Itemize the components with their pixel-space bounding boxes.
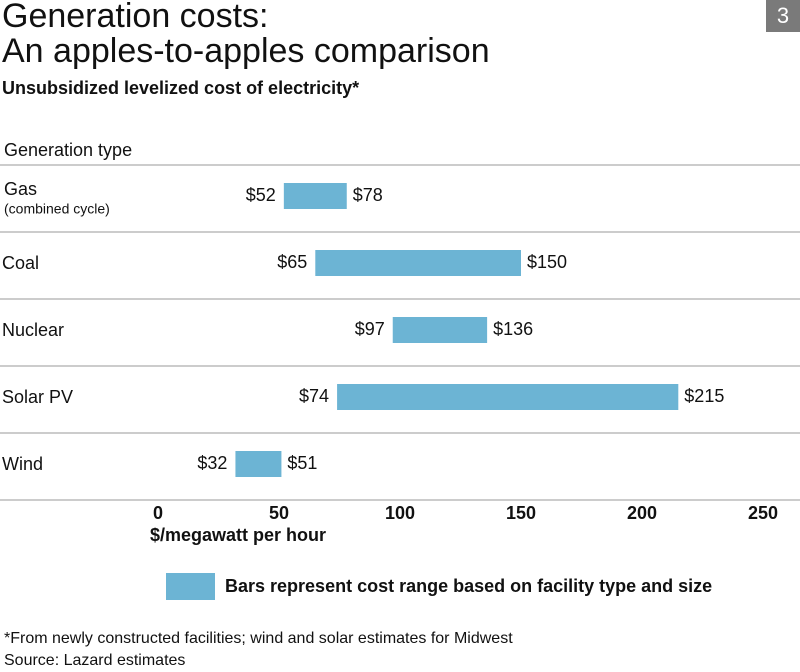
x-tick-label: 250 [748, 503, 778, 523]
badge: 3 [777, 3, 789, 28]
bar [235, 451, 282, 477]
chart-title: Generation costs: [2, 0, 268, 35]
legend-label: Bars represent cost range based on facil… [225, 576, 712, 596]
category-label: Gas [4, 179, 37, 199]
value-label: $78 [353, 185, 383, 205]
x-tick-label: 150 [506, 503, 536, 523]
x-tick-label: 200 [627, 503, 657, 523]
category-label: Solar PV [2, 387, 73, 407]
bar [283, 183, 347, 209]
category-axis-label: Generation type [4, 140, 132, 160]
value-label: $97 [355, 319, 385, 339]
x-tick-label: 0 [153, 503, 163, 523]
value-label: $136 [493, 319, 533, 339]
x-tick-label: 100 [385, 503, 415, 523]
value-label: $65 [277, 252, 307, 272]
bar [337, 384, 679, 410]
value-label: $51 [287, 453, 317, 473]
badge-box [766, 0, 800, 32]
category-note: (combined cycle) [4, 201, 110, 217]
x-axis-label: $/megawatt per hour [150, 525, 326, 545]
value-label: $215 [684, 386, 724, 406]
chart-subtitle: Unsubsidized levelized cost of electrici… [2, 78, 359, 98]
footnote: Source: Lazard estimates [4, 652, 185, 669]
value-label: $52 [246, 185, 276, 205]
category-label: Wind [2, 454, 43, 474]
category-label: Coal [2, 253, 39, 273]
footnote: *From newly constructed facilities; wind… [4, 630, 513, 647]
category-label: Nuclear [2, 320, 64, 340]
bar [392, 317, 488, 343]
x-tick-label: 50 [269, 503, 289, 523]
value-label: $32 [197, 453, 227, 473]
bar [315, 250, 521, 276]
value-label: $74 [299, 386, 329, 406]
value-label: $150 [527, 252, 567, 272]
chart-title: An apples-to-apples comparison [2, 32, 490, 70]
legend-swatch [166, 573, 215, 600]
